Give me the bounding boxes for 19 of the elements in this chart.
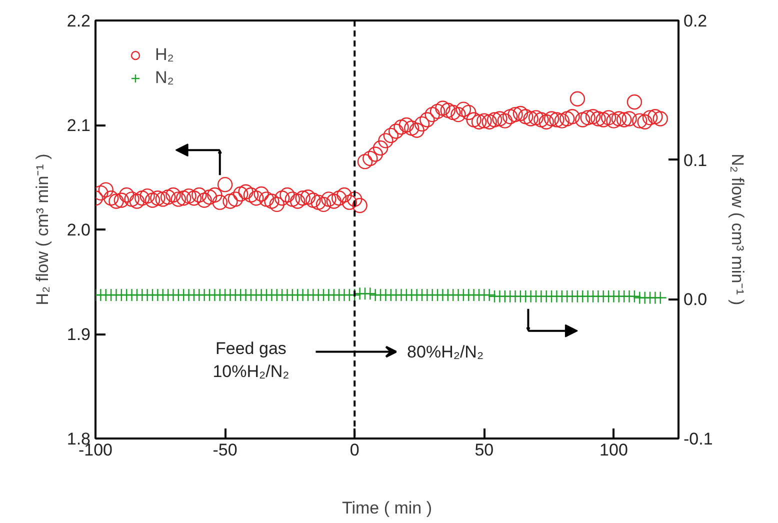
y-tick-label: 2.0 <box>66 220 91 240</box>
legend-label: H₂ <box>155 45 175 65</box>
x-tick-label: 0 <box>350 440 360 460</box>
x-tick-label: 50 <box>474 440 494 460</box>
y-tick-label: 2.2 <box>66 12 91 30</box>
y-tick-label: 1.9 <box>66 325 91 344</box>
y-tick-label: 2.1 <box>66 116 91 135</box>
y2-tick-label: 0.1 <box>684 150 708 170</box>
y2-axis-title: N₂ flow ( cm³ min⁻¹ ) <box>728 154 747 306</box>
x-axis-title: Time ( min ) <box>342 498 432 518</box>
x-tick-label: -50 <box>212 440 238 460</box>
y2-tick-label: 0.0 <box>684 290 708 310</box>
y2-tick-label: -0.1 <box>684 430 713 448</box>
annotation: Feed gas 10%H₂/N₂ <box>212 339 290 382</box>
y2-tick-label: 0.2 <box>684 12 708 30</box>
annotation: 80%H₂/N₂ <box>407 342 484 362</box>
x-tick-label: 100 <box>600 440 628 460</box>
y-axis-title: H₂ flow ( cm³ min⁻¹ ) <box>32 154 52 306</box>
legend-label: N₂ <box>155 68 175 88</box>
